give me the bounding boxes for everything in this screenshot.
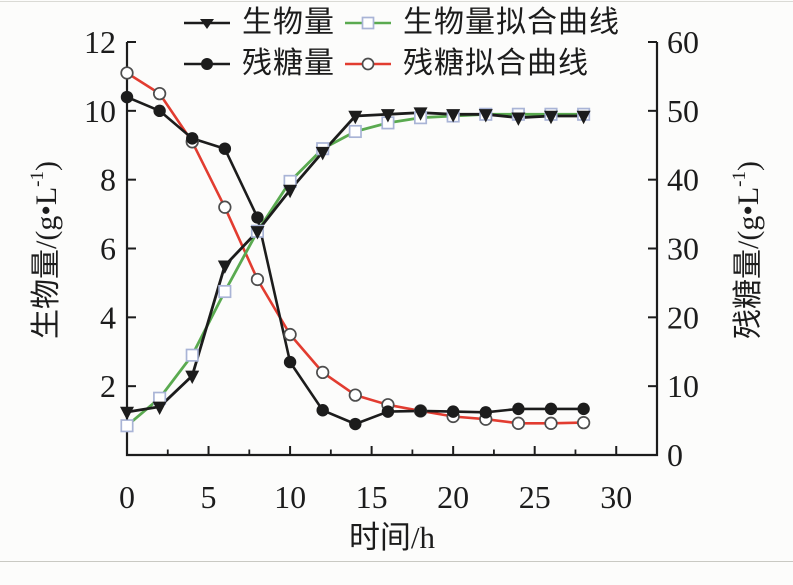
- legend-label-biomass: 生物量: [242, 6, 335, 39]
- y-right-tick-label: 10: [667, 368, 699, 404]
- y-right-tick-label: 0: [667, 437, 683, 473]
- legend-marker-sugar-icon: [182, 53, 234, 75]
- y-left-tick-label: 2: [100, 368, 116, 404]
- axes-spines: [125, 42, 659, 457]
- x-tick-label: 25: [519, 479, 551, 515]
- y-right-tick-label: 50: [667, 93, 699, 129]
- y-axis-left-ticks: 2 4 6 8 10 12: [84, 24, 136, 404]
- scan-edge-top: [0, 1, 793, 2]
- scan-edge-bottom: [0, 561, 793, 562]
- series-markers-1: [120, 107, 591, 433]
- y-right-tick-label: 20: [667, 299, 699, 335]
- series-markers-2: [120, 90, 590, 431]
- y-left-tick-label: 4: [100, 299, 116, 335]
- y-left-tick-label: 10: [84, 93, 116, 129]
- legend-label-sugar-fit: 残糖拟合曲线: [403, 47, 589, 80]
- legend: 生物量 生物量拟合曲线 残糖量 残糖拟合曲线: [182, 2, 620, 84]
- y-axis-title-right: 残糖量/(g•L-1): [729, 161, 765, 339]
- y-right-tick-label: 30: [667, 231, 699, 267]
- x-tick-label: 15: [356, 479, 388, 515]
- y-right-tick-label: 40: [667, 162, 699, 198]
- y-left-tick-label: 6: [100, 231, 116, 267]
- y-left-tick-label: 8: [100, 162, 116, 198]
- x-tick-label: 20: [437, 479, 469, 515]
- series-line-1: [125, 112, 585, 428]
- x-tick-label: 5: [201, 479, 217, 515]
- legend-marker-biomass-fit-icon: [343, 12, 395, 34]
- x-tick-label: 30: [600, 479, 632, 515]
- x-axis-title: 时间/h: [348, 520, 436, 555]
- series-line-0: [125, 111, 585, 414]
- legend-label-biomass-fit: 生物量拟合曲线: [403, 6, 620, 39]
- legend-label-sugar: 残糖量: [242, 47, 335, 80]
- x-axis-ticks: 0 5 10 15 20 25 30: [119, 446, 632, 515]
- series-markers-0: [120, 107, 591, 421]
- legend-marker-biomass-icon: [182, 12, 234, 34]
- x-tick-label: 0: [119, 479, 135, 515]
- y-axis-title-left: 生物量/(g•L-1): [27, 161, 63, 339]
- x-tick-label: 10: [274, 479, 306, 515]
- legend-marker-sugar-fit-icon: [343, 53, 395, 75]
- y-right-tick-label: 60: [667, 24, 699, 60]
- y-left-tick-label: 12: [84, 24, 116, 60]
- y-axis-right-ticks: 0 10 20 30 40 50 60: [648, 24, 699, 473]
